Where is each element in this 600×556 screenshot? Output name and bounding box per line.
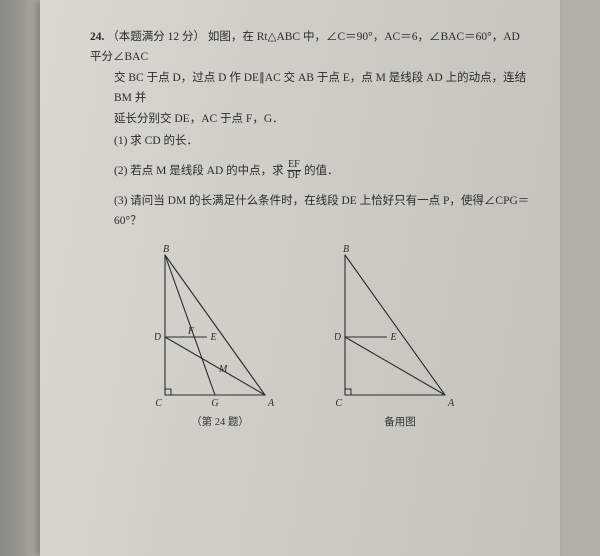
- svg-text:C: C: [155, 398, 162, 409]
- stem-line-3: 延长分别交 DE，AC 于点 F，G．: [90, 110, 530, 130]
- svg-text:D: D: [155, 332, 162, 343]
- svg-text:E: E: [210, 332, 217, 343]
- figure-spare: B C A D E: [335, 245, 465, 410]
- figure-spare-wrap: B C A D E 备用图: [335, 245, 465, 432]
- score-prefix: （本题满分 12 分）: [107, 31, 205, 43]
- svg-text:C: C: [335, 398, 342, 409]
- svg-text:D: D: [335, 332, 342, 343]
- stem-line-2: 交 BC 于点 D，过点 D 作 DE∥AC 交 AB 于点 E，点 M 是线段…: [90, 69, 530, 108]
- sub-question-2: (2) 若点 M 是线段 AD 的中点，求 EF DF 的值．: [90, 161, 530, 182]
- fraction-denominator: DF: [287, 171, 302, 181]
- figure-main: B C A D E F M G: [155, 245, 285, 410]
- svg-text:B: B: [343, 245, 349, 255]
- svg-text:M: M: [218, 364, 228, 375]
- svg-text:A: A: [267, 398, 275, 409]
- q2-post: 的值．: [304, 165, 339, 177]
- figure-main-wrap: B C A D E F M G （第 24 题）: [155, 245, 285, 432]
- svg-text:F: F: [187, 326, 195, 337]
- svg-text:B: B: [163, 245, 169, 255]
- exam-page: 24. （本题满分 12 分） 如图，在 Rt△ABC 中，∠C＝90°，AC＝…: [40, 0, 560, 556]
- figure-main-caption: （第 24 题）: [155, 414, 285, 432]
- problem-number: 24.: [90, 31, 104, 43]
- fraction-ef-df: EF DF: [287, 160, 302, 181]
- figure-spare-caption: 备用图: [335, 414, 465, 432]
- stem-line-1: 24. （本题满分 12 分） 如图，在 Rt△ABC 中，∠C＝90°，AC＝…: [90, 28, 530, 67]
- q2-pre: (2) 若点 M 是线段 AD 的中点，求: [114, 165, 284, 177]
- sub-question-1: (1) 求 CD 的长．: [90, 132, 530, 152]
- figures-row: B C A D E F M G （第 24 题） B C A D E 备用图: [90, 245, 530, 432]
- svg-text:G: G: [211, 398, 218, 409]
- svg-text:E: E: [390, 332, 397, 343]
- sub-question-3: (3) 请问当 DM 的长满足什么条件时，在线段 DE 上恰好只有一点 P，使得…: [90, 192, 530, 231]
- svg-text:A: A: [447, 398, 455, 409]
